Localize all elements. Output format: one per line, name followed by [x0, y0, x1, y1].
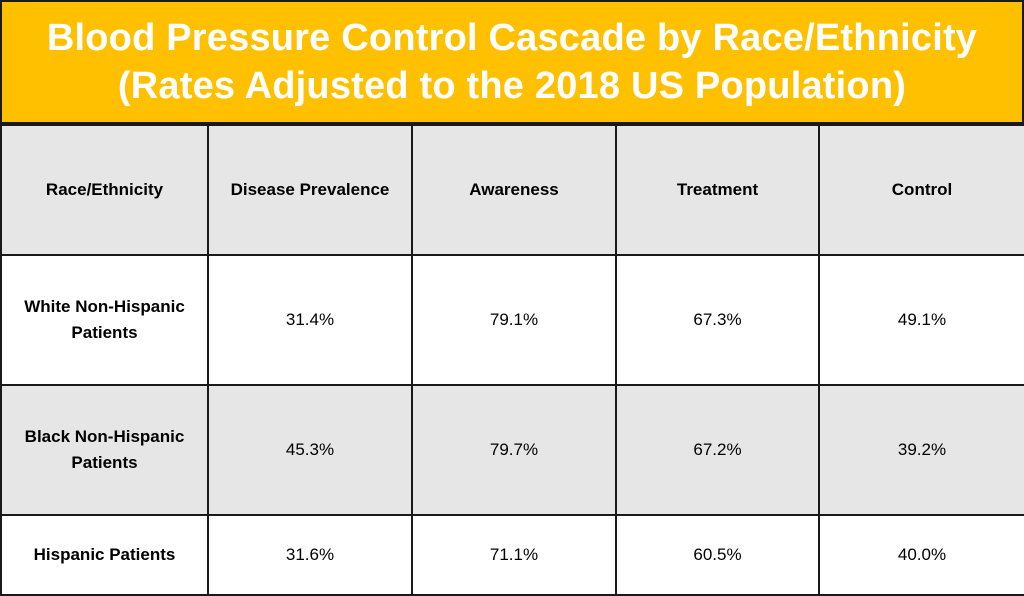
- row-label-line-1: Black Non-Hispanic: [24, 427, 185, 446]
- row-label-cell: Hispanic Patients: [0, 514, 209, 596]
- table-header-row: Race/Ethnicity Disease Prevalence Awaren…: [0, 124, 1024, 256]
- title-banner: Blood Pressure Control Cascade by Race/E…: [0, 0, 1024, 124]
- table-row: Hispanic Patients 31.6% 71.1% 60.5% 40.0…: [0, 514, 1024, 596]
- treatment-cell: 67.2%: [615, 384, 820, 516]
- bp-cascade-table: Race/Ethnicity Disease Prevalence Awaren…: [0, 124, 1024, 596]
- row-label-line-1: White Non-Hispanic: [24, 297, 185, 316]
- column-header-control: Control: [818, 124, 1024, 256]
- prevalence-cell: 45.3%: [207, 384, 413, 516]
- awareness-cell: 71.1%: [411, 514, 617, 596]
- table-row: Black Non-Hispanic Patients 45.3% 79.7% …: [0, 384, 1024, 516]
- control-cell: 40.0%: [818, 514, 1024, 596]
- row-label-cell: Black Non-Hispanic Patients: [0, 384, 209, 516]
- awareness-cell: 79.7%: [411, 384, 617, 516]
- control-cell: 49.1%: [818, 254, 1024, 386]
- prevalence-cell: 31.4%: [207, 254, 413, 386]
- column-header-race-ethnicity: Race/Ethnicity: [0, 124, 209, 256]
- treatment-cell: 67.3%: [615, 254, 820, 386]
- treatment-cell: 60.5%: [615, 514, 820, 596]
- row-label-line-2: Patients: [71, 453, 138, 472]
- title-line-2: (Rates Adjusted to the 2018 US Populatio…: [117, 65, 907, 107]
- row-label-line-2: Patients: [71, 323, 138, 342]
- awareness-cell: 79.1%: [411, 254, 617, 386]
- prevalence-cell: 31.6%: [207, 514, 413, 596]
- table-row: White Non-Hispanic Patients 31.4% 79.1% …: [0, 254, 1024, 386]
- column-header-awareness: Awareness: [411, 124, 617, 256]
- row-label-cell: White Non-Hispanic Patients: [0, 254, 209, 386]
- control-cell: 39.2%: [818, 384, 1024, 516]
- column-header-disease-prevalence: Disease Prevalence: [207, 124, 413, 256]
- title-line-1: Blood Pressure Control Cascade by Race/E…: [46, 17, 978, 59]
- column-header-treatment: Treatment: [615, 124, 820, 256]
